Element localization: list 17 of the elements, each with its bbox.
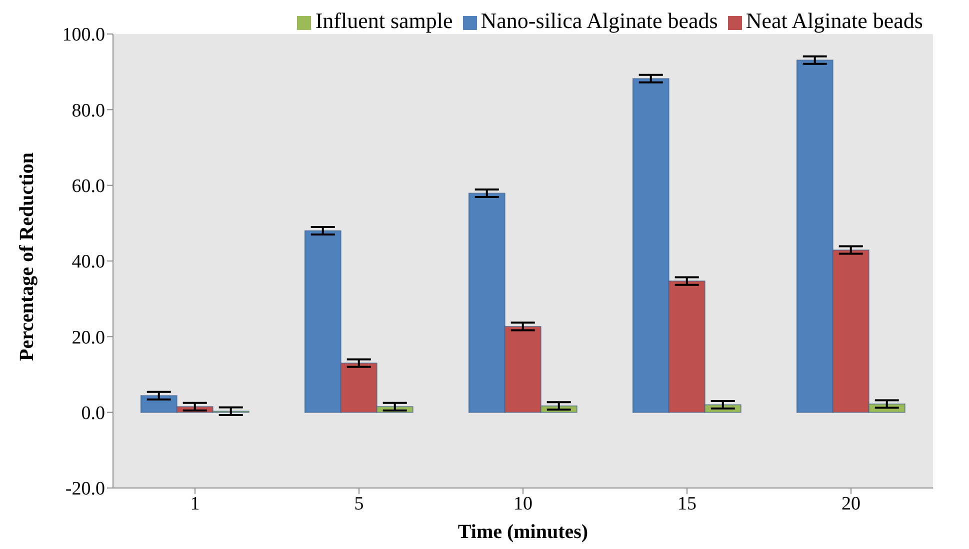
x-tick-label: 10 bbox=[514, 493, 532, 514]
legend-label: Neat Alginate beads bbox=[746, 8, 923, 33]
x-tick-label: 1 bbox=[190, 493, 200, 514]
y-tick-label: 40.0 bbox=[72, 252, 105, 273]
y-tick-label: 20.0 bbox=[72, 327, 105, 348]
y-axis-title: Percentage of Reduction bbox=[16, 152, 38, 361]
legend-label: Influent sample bbox=[315, 8, 453, 33]
y-tick-label: 100.0 bbox=[62, 24, 105, 46]
x-tick-label: 15 bbox=[678, 493, 696, 514]
y-tick-label: 0.0 bbox=[81, 403, 105, 424]
legend-label: Nano-silica Alginate beads bbox=[480, 8, 718, 33]
x-tick-label: 20 bbox=[842, 493, 860, 514]
y-tick-label: -20.0 bbox=[65, 478, 105, 500]
x-tick-label: 5 bbox=[354, 493, 364, 514]
y-tick-label: 80.0 bbox=[72, 100, 105, 122]
y-tick-label: 60.0 bbox=[72, 176, 105, 198]
x-axis-title: Time (minutes) bbox=[458, 521, 588, 543]
